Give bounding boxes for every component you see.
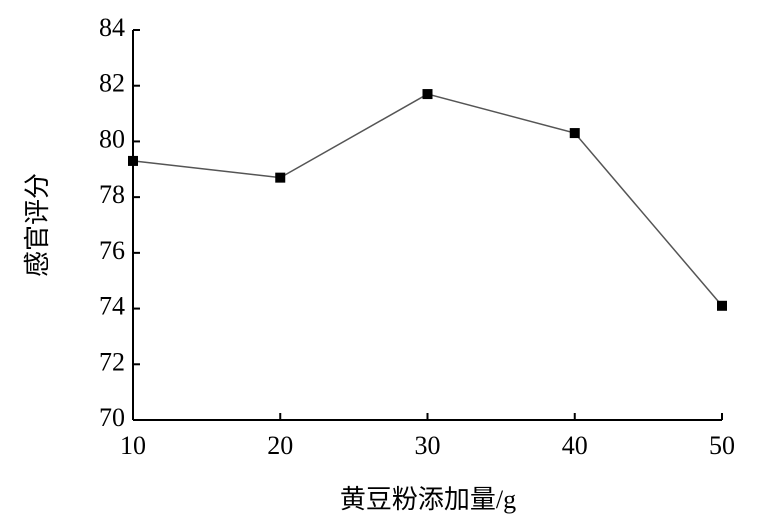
y-axis-label: 感官评分 [23,173,52,277]
line [132,93,723,307]
marker [717,300,727,311]
x-tick-label: 20 [267,431,293,460]
marker [128,155,138,166]
x-axis-label: 黄豆粉添加量/g [340,485,516,514]
marker [422,89,433,100]
x-tick-label: 10 [120,431,146,460]
x-tick-label: 40 [562,431,588,460]
y-tick-label: 72 [99,347,125,376]
y-tick-label: 78 [99,180,125,209]
y-tick-label: 82 [99,69,125,98]
marker [569,128,580,139]
x-tick-label: 30 [415,431,441,460]
x-tick-label: 50 [709,431,735,460]
y-tick-label: 80 [99,124,125,153]
marker [275,172,286,183]
y-tick-label: 74 [99,292,125,321]
y-tick-label: 84 [99,13,125,42]
y-tick-label: 70 [99,403,125,432]
y-tick-label: 76 [99,236,125,265]
